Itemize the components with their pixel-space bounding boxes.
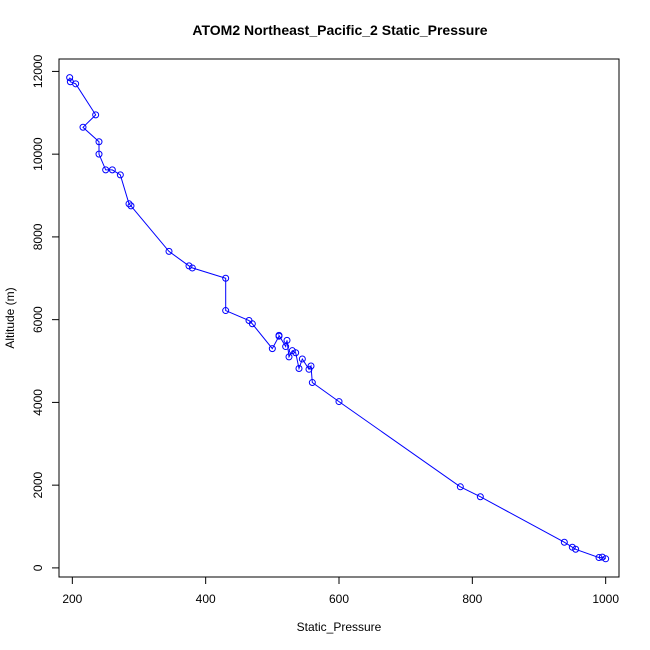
data-point (79, 123, 87, 131)
data-point (95, 150, 103, 158)
data-point (295, 364, 303, 372)
data-point (248, 320, 256, 328)
data-point (283, 336, 291, 344)
data-point (66, 74, 74, 82)
data-point (572, 545, 580, 553)
y-tick-label: 0 (31, 564, 45, 571)
data-point (285, 353, 293, 361)
data-point (116, 171, 124, 179)
y-axis: 0 2000 4000 6000 8000 10000 12000 (31, 54, 60, 571)
y-tick-label: 10000 (31, 137, 45, 171)
data-point (95, 138, 103, 146)
y-axis-title: Altitude (m) (3, 287, 17, 348)
data-point (298, 355, 306, 363)
y-tick-label: 6000 (31, 306, 45, 333)
y-tick-label: 4000 (31, 389, 45, 416)
x-axis: 200 400 600 800 1000 (62, 576, 619, 606)
data-point (292, 349, 300, 357)
data-point (456, 483, 464, 491)
y-tick-label: 8000 (31, 223, 45, 250)
data-point (102, 166, 110, 174)
series-line (69, 77, 606, 560)
data-point (165, 247, 173, 255)
x-tick-label: 400 (196, 592, 216, 606)
y-tick-label: 2000 (31, 471, 45, 498)
data-point (222, 274, 230, 282)
x-tick-label: 200 (62, 592, 82, 606)
plot-frame (58, 58, 620, 578)
data-point (335, 398, 343, 406)
data-point (602, 555, 610, 563)
data-point (275, 331, 283, 339)
x-tick-label: 600 (329, 592, 349, 606)
data-point (92, 111, 100, 119)
data-point (308, 379, 316, 387)
data-point (127, 202, 135, 210)
data-point (72, 80, 80, 88)
x-tick-label: 800 (462, 592, 482, 606)
data-point (307, 362, 315, 370)
data-point (598, 553, 606, 561)
x-axis-title: Static_Pressure (297, 620, 382, 634)
y-tick-label: 12000 (31, 54, 45, 88)
data-point (560, 538, 568, 546)
data-point (188, 264, 196, 272)
series-layer (66, 74, 610, 563)
data-point (476, 493, 484, 501)
data-point (268, 345, 276, 353)
data-point (125, 200, 133, 208)
data-point (595, 554, 603, 562)
chart-title: ATOM2 Northeast_Pacific_2 Static_Pressur… (192, 22, 487, 38)
x-tick-label: 1000 (592, 592, 619, 606)
data-point (108, 166, 116, 174)
data-point (222, 307, 230, 315)
